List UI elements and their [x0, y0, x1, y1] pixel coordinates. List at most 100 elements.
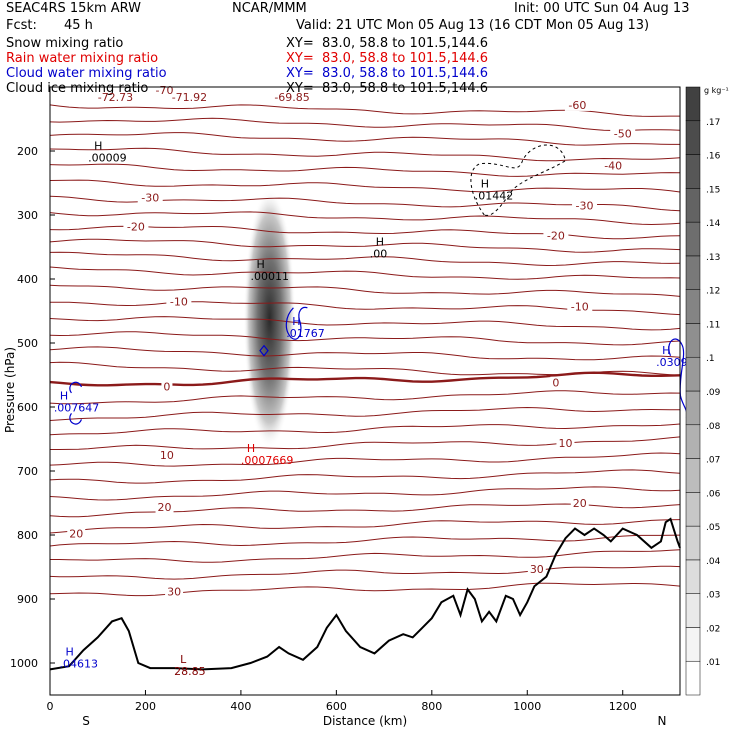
contour-label: -10	[571, 301, 589, 314]
y-tick-label: 400	[17, 273, 38, 286]
contour-label-mask	[166, 295, 192, 308]
cloud-water-contour	[668, 338, 688, 418]
contour-label: 30	[167, 585, 181, 598]
high-marker: H	[94, 140, 102, 153]
x-tick-label: 600	[326, 700, 347, 713]
contour-label-mask	[67, 527, 86, 540]
contour-label-mask	[550, 376, 562, 389]
field-name-cloud-ice: Cloud ice mixing ratio	[6, 81, 149, 96]
contour-label: -20	[547, 229, 565, 242]
colorbar-segment	[685, 255, 701, 290]
contour-label-mask	[155, 500, 174, 513]
high-marker: H	[662, 344, 670, 357]
contour-label: 20	[573, 497, 587, 510]
temperature-contour	[49, 582, 681, 597]
field-name-rain: Rain water mixing ratio	[6, 51, 159, 66]
temperature-contour	[49, 238, 681, 253]
colorbar-label: .12	[706, 287, 720, 297]
x-tick-label: 200	[135, 700, 156, 713]
contour-label: -10	[170, 295, 188, 308]
colorbar-label: .1	[706, 354, 715, 364]
high-marker: H	[481, 177, 489, 190]
colorbar-segment	[685, 289, 701, 324]
colorbar-label: .08	[706, 422, 721, 432]
high-marker: H	[292, 315, 300, 328]
top-extremum-value: -69.85	[274, 91, 309, 104]
high-marker: H	[256, 258, 264, 271]
x-tick-label: 400	[230, 700, 251, 713]
colorbar-unit: g kg⁻¹	[704, 86, 729, 95]
org-title: NCAR/MMM	[232, 1, 307, 16]
field-xy-cloud-ice: XY= 83.0, 58.8 to 101.5,144.6	[286, 81, 489, 96]
field-name-snow: Snow mixing ratio	[6, 36, 124, 51]
x-tick-label: 800	[421, 700, 442, 713]
contour-label: -30	[576, 199, 594, 212]
y-tick-label: 200	[17, 145, 38, 158]
snow-mixing-ratio-shading	[243, 188, 296, 449]
extremum-value: .01767	[286, 327, 325, 340]
north-label: N	[658, 714, 667, 728]
temperature-contour	[49, 486, 681, 501]
contour-label: 20	[69, 528, 83, 541]
colorbar-label: .07	[706, 456, 720, 466]
extremum-value: .04613	[60, 657, 99, 670]
temperature-contour	[49, 534, 681, 547]
temperature-contour	[49, 390, 681, 405]
contour-label: 10	[160, 449, 174, 462]
contour-label-mask	[610, 127, 636, 140]
contour-label: -30	[141, 192, 159, 205]
contour-label-mask	[161, 380, 173, 393]
colorbar-label: .01	[706, 658, 720, 668]
temperature-contour	[49, 147, 681, 162]
colorbar-segment	[685, 86, 701, 122]
colorbar-label: .02	[706, 624, 720, 634]
contour-label-mask	[527, 562, 546, 575]
y-axis-title: Pressure (hPa)	[3, 347, 17, 433]
top-extremum-value: -71.92	[172, 91, 207, 104]
colorbar-label: .15	[706, 185, 720, 195]
temperature-contour	[49, 346, 681, 361]
init-time: Init: 00 UTC Sun 04 Aug 13	[514, 1, 690, 16]
high-marker: H	[247, 442, 255, 455]
extremum-value: .00009	[88, 152, 127, 165]
colorbar-segment	[685, 323, 701, 358]
colorbar-segment	[685, 188, 701, 223]
high-marker: H	[60, 389, 68, 402]
colorbar-label: .03	[706, 591, 720, 601]
colorbar-label: .04	[706, 557, 721, 567]
temperature-contour	[49, 469, 681, 484]
contour-label: -60	[568, 99, 586, 112]
temperature-contour	[49, 132, 680, 146]
colorbar-label: .14	[706, 219, 721, 229]
temperature-contour	[49, 211, 681, 226]
colorbar-label: .05	[706, 523, 720, 533]
colorbar-label: .09	[706, 388, 721, 398]
colorbar-label: .11	[706, 320, 720, 330]
y-tick-label: 600	[17, 401, 38, 414]
contour-label-mask	[564, 98, 590, 111]
contour-label-mask	[572, 199, 598, 212]
x-tick-label: 1000	[513, 700, 541, 713]
contour-label: 10	[558, 437, 572, 450]
y-tick-label: 500	[17, 337, 38, 350]
valid-time: Valid: 21 UTC Mon 05 Aug 13 (16 CDT Mon …	[296, 18, 650, 33]
extremum-value: .0309	[656, 356, 688, 369]
contour-label: 0	[163, 381, 170, 394]
x-tick-label: 1200	[609, 700, 637, 713]
temperature-contour	[49, 251, 681, 267]
colorbar-segment	[685, 492, 701, 527]
contour-label: 30	[530, 563, 544, 576]
colorbar-segment	[685, 660, 701, 696]
contour-label-mask	[567, 300, 593, 313]
contour-label: -20	[127, 221, 145, 234]
y-tick-label: 1000	[10, 657, 38, 670]
colorbar-segment	[685, 356, 701, 392]
temperature-contour	[50, 436, 681, 450]
temperature-contour	[49, 266, 681, 280]
field-name-cloud-water: Cloud water mixing ratio	[6, 66, 167, 81]
temperature-contour	[49, 225, 681, 240]
contour-label-mask	[157, 449, 176, 461]
colorbar-label: .06	[706, 489, 721, 499]
colorbar-label: .17	[706, 118, 720, 128]
